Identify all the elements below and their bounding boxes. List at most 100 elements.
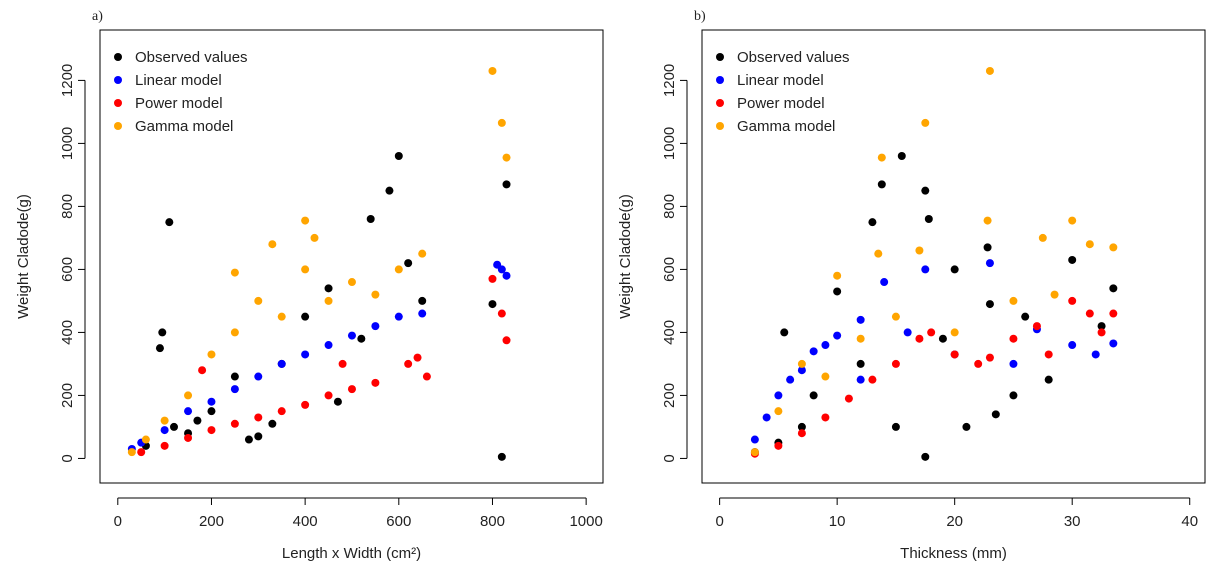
point: [254, 372, 263, 381]
point: [950, 328, 959, 337]
point: [207, 426, 216, 435]
point: [301, 312, 310, 321]
point: [127, 448, 136, 457]
point: [301, 265, 310, 274]
point: [797, 429, 806, 438]
point: [371, 378, 380, 387]
x-tick-label: 800: [480, 513, 505, 530]
point: [983, 243, 992, 252]
point: [856, 359, 865, 368]
legend-label: Power model: [135, 95, 223, 112]
y-tick-label: 600: [59, 257, 76, 282]
point: [301, 400, 310, 409]
point: [347, 385, 356, 394]
point: [1068, 341, 1077, 350]
point: [750, 448, 759, 457]
point: [254, 413, 263, 422]
point: [193, 416, 202, 425]
y-tick-label: 0: [59, 454, 76, 462]
legend-label: Linear model: [737, 72, 824, 89]
y-axis-title: Weight Cladode(g): [15, 194, 32, 319]
point: [985, 300, 994, 309]
point: [230, 268, 239, 277]
point: [502, 153, 511, 162]
point: [891, 312, 900, 321]
point: [1021, 312, 1030, 321]
y-tick-label: 1200: [59, 64, 76, 97]
point: [184, 407, 193, 416]
point: [877, 180, 886, 189]
point: [277, 407, 286, 416]
point: [1009, 334, 1018, 343]
point: [950, 265, 959, 274]
point: [158, 328, 167, 337]
point: [1109, 339, 1118, 348]
y-tick-label: 800: [661, 194, 678, 219]
point: [1009, 391, 1018, 400]
point: [324, 341, 333, 350]
point: [404, 359, 413, 368]
point: [347, 331, 356, 340]
point: [198, 366, 207, 375]
point: [921, 186, 930, 195]
point: [371, 322, 380, 331]
x-tick-label: 40: [1181, 513, 1198, 530]
point: [1009, 296, 1018, 305]
point: [1097, 322, 1106, 331]
point: [137, 448, 146, 457]
point: [833, 287, 842, 296]
y-tick-label: 200: [661, 383, 678, 408]
point: [797, 422, 806, 431]
point: [422, 372, 431, 381]
point: [338, 359, 347, 368]
legend-marker: [114, 122, 122, 130]
point: [809, 347, 818, 356]
point: [921, 265, 930, 274]
point: [244, 435, 253, 444]
point: [230, 372, 239, 381]
x-tick-label: 0: [715, 513, 723, 530]
legend-marker: [716, 99, 724, 107]
point: [821, 372, 830, 381]
point: [268, 419, 277, 428]
point: [254, 296, 263, 305]
point: [268, 240, 277, 249]
point: [1109, 243, 1118, 252]
y-tick-label: 1000: [661, 127, 678, 160]
point: [985, 66, 994, 75]
point: [924, 215, 933, 224]
point: [1050, 290, 1059, 299]
legend-marker: [114, 76, 122, 84]
point: [371, 290, 380, 299]
point: [333, 397, 342, 406]
point: [394, 152, 403, 161]
point: [856, 334, 865, 343]
y-tick-label: 1000: [59, 127, 76, 160]
legend-marker: [716, 53, 724, 61]
point: [184, 433, 193, 442]
x-tick-label: 600: [386, 513, 411, 530]
point: [1038, 233, 1047, 242]
point: [750, 435, 759, 444]
point: [874, 249, 883, 258]
point: [497, 309, 506, 318]
point: [277, 312, 286, 321]
point: [184, 391, 193, 400]
point: [1091, 350, 1100, 359]
point: [230, 328, 239, 337]
point: [1085, 309, 1094, 318]
legend-marker: [716, 122, 724, 130]
point: [404, 259, 413, 268]
point: [254, 432, 263, 441]
point: [324, 284, 333, 293]
point: [856, 375, 865, 384]
point: [868, 218, 877, 227]
point: [160, 441, 169, 450]
point: [774, 441, 783, 450]
point: [394, 312, 403, 321]
panel-label: b): [694, 9, 706, 24]
point: [160, 426, 169, 435]
x-tick-label: 200: [199, 513, 224, 530]
y-tick-label: 600: [661, 257, 678, 282]
point: [394, 265, 403, 274]
